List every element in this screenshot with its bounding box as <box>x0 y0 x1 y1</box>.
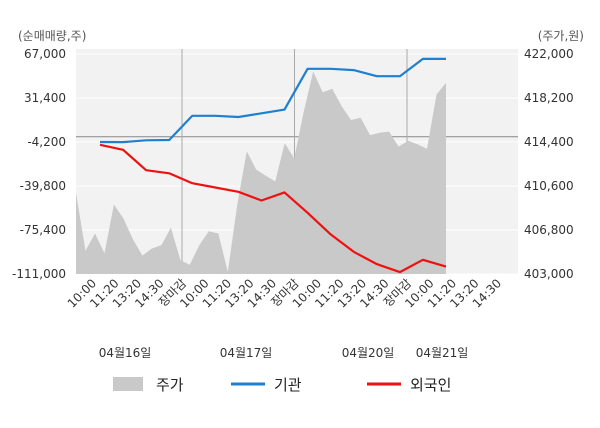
left-axis-unit: (순매매량,주) <box>18 29 86 43</box>
legend: 주가 기관 외국인 <box>113 376 451 394</box>
right-axis-unit: (주가,원) <box>538 29 584 43</box>
legend-label: 기관 <box>274 376 302 394</box>
date-label: 04월21일 <box>416 346 469 360</box>
left-tick-label: 67,000 <box>24 47 66 61</box>
right-axis: 422,000 418,200 414,400 410,600 406,800 403,0… <box>524 47 574 281</box>
legend-label: 주가 <box>156 376 184 394</box>
left-tick-label: -111,000 <box>12 267 66 281</box>
series-area-price <box>76 71 446 275</box>
series-line-foreign <box>99 143 447 274</box>
left-tick-label: 31,400 <box>24 91 66 105</box>
left-axis: 67,000 31,400 -4,200 -39,800 -75,400 -111,000 <box>12 47 66 281</box>
x-axis: 10:0011:2013:2014:30장마감10:0011:2013:2014… <box>65 276 504 310</box>
right-tick-label: 410,600 <box>524 179 574 193</box>
price-area-layer <box>76 71 446 275</box>
legend-swatch-price <box>113 377 143 391</box>
left-tick-label: -39,800 <box>20 179 66 193</box>
right-tick-label: 414,400 <box>524 135 574 149</box>
date-labels: 04월16일 04월17일 04월20일 04월21일 <box>99 346 469 360</box>
right-tick-label: 406,800 <box>524 223 574 237</box>
series-line-layer <box>99 57 447 274</box>
date-label: 04월17일 <box>220 346 273 360</box>
left-tick-label: -75,400 <box>20 223 66 237</box>
right-tick-label: 403,000 <box>524 267 574 281</box>
date-label: 04월16일 <box>99 346 152 360</box>
right-tick-label: 418,200 <box>524 91 574 105</box>
date-label: 04월20일 <box>342 346 395 360</box>
left-tick-label: -4,200 <box>27 135 66 149</box>
right-tick-label: 422,000 <box>524 47 574 61</box>
legend-label: 외국인 <box>410 376 451 394</box>
series-line-institution <box>99 57 446 144</box>
